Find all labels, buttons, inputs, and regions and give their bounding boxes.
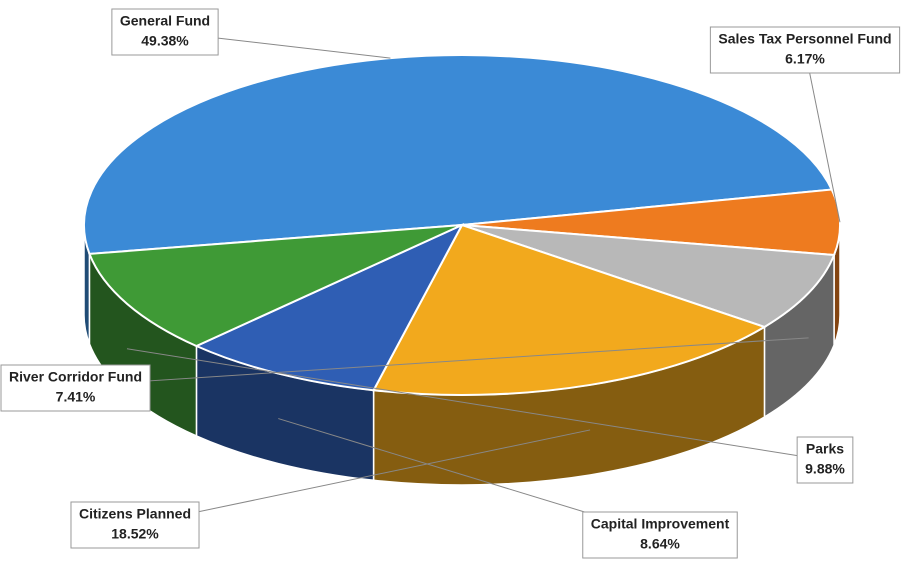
data-label: Parks 9.88% bbox=[126, 348, 854, 484]
leader-line bbox=[126, 348, 826, 461]
data-label: General Fund 49.38% bbox=[111, 8, 391, 59]
slice bbox=[371, 223, 767, 396]
label-category: Capital Improvement bbox=[591, 516, 730, 532]
label-category: Parks bbox=[806, 441, 844, 457]
label-box bbox=[111, 8, 219, 56]
label-category: River Corridor Fund bbox=[9, 369, 142, 385]
slice bbox=[88, 224, 463, 348]
slice bbox=[461, 224, 836, 329]
label-box bbox=[0, 364, 151, 412]
label-category: Sales Tax Personnel Fund bbox=[718, 31, 891, 47]
label-category: General Fund bbox=[120, 13, 210, 29]
label-category: Citizens Planned bbox=[79, 506, 191, 522]
label-value: 7.41% bbox=[56, 389, 96, 405]
label-value: 49.38% bbox=[141, 33, 189, 49]
label-value: 9.88% bbox=[805, 461, 845, 477]
label-value: 8.64% bbox=[640, 536, 680, 552]
label-value: 6.17% bbox=[785, 51, 825, 67]
label-box bbox=[709, 26, 901, 74]
data-label: Citizens Planned 18.52% bbox=[70, 429, 591, 549]
leader-line bbox=[804, 49, 841, 223]
slice bbox=[82, 53, 834, 255]
slice bbox=[193, 222, 465, 392]
data-label: Sales Tax Personnel Fund 6.17% bbox=[709, 26, 901, 223]
label-box bbox=[582, 511, 738, 559]
label-box bbox=[70, 501, 200, 549]
data-label: River Corridor Fund 7.41% bbox=[0, 337, 809, 412]
label-value: 18.52% bbox=[111, 526, 159, 542]
label-box bbox=[796, 436, 854, 484]
leader-line bbox=[134, 429, 591, 526]
data-label: Capital Improvement 8.64% bbox=[278, 418, 738, 559]
leader-line bbox=[39, 337, 809, 389]
